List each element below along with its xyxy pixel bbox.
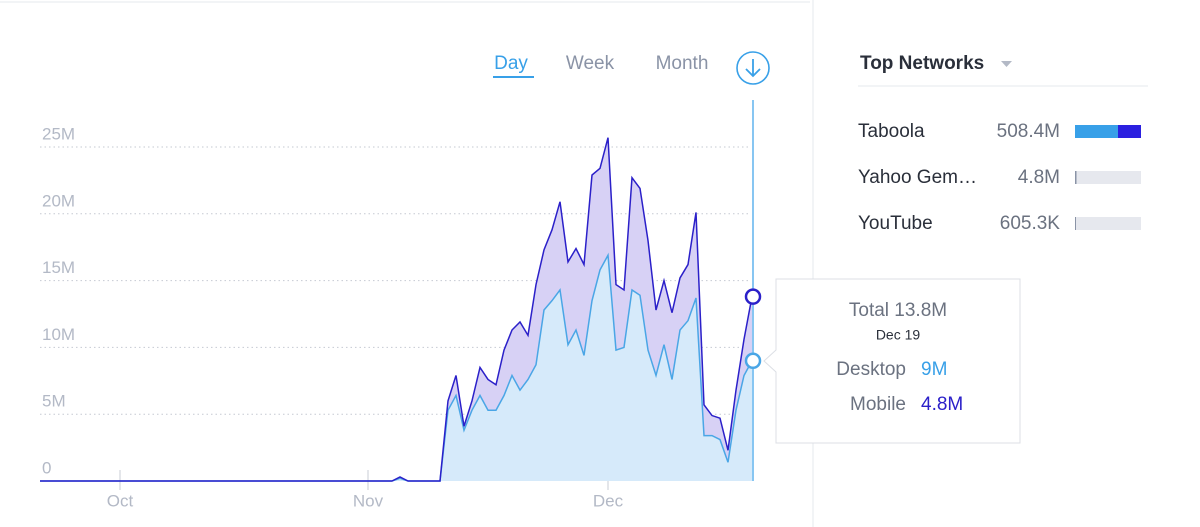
download-arrow — [745, 59, 761, 78]
network-value: 4.8M — [1018, 167, 1060, 188]
period-week[interactable]: Week — [566, 53, 615, 74]
network-bar — [1075, 171, 1077, 184]
tooltip-box — [763, 278, 1021, 444]
tooltip: Total 13.8M Dec 19 Desktop 9M Mobile 4.8… — [763, 278, 1021, 444]
y-tick-label: 15M — [42, 258, 75, 277]
period-day[interactable]: Day — [494, 53, 528, 74]
period-month[interactable]: Month — [656, 53, 709, 74]
desktop-marker — [744, 352, 762, 370]
tooltip-label: Desktop — [836, 359, 906, 380]
y-tick-label: 5M — [42, 392, 66, 411]
desktop-area — [40, 255, 752, 481]
x-tick-label: Dec — [593, 491, 624, 510]
total-marker — [744, 288, 762, 305]
dropdown-caret — [1001, 61, 1012, 67]
x-tick-label: Oct — [107, 491, 134, 510]
total-line — [40, 137, 753, 482]
panel-title[interactable]: Top Networks — [860, 53, 984, 74]
network-name: YouTube — [858, 213, 933, 234]
y-tick-label: 0 — [42, 458, 51, 477]
network-bar — [1075, 125, 1118, 138]
network-bar — [1075, 217, 1076, 230]
tooltip-value: 9M — [921, 359, 947, 380]
tooltip-total: Total 13.8M — [849, 300, 947, 321]
tooltip-date: Dec 19 — [876, 327, 921, 343]
network-name: Yahoo Gem… — [858, 167, 977, 188]
y-tick-label: 25M — [42, 124, 75, 143]
x-tick-label: Nov — [353, 491, 384, 510]
network-value: 508.4M — [997, 121, 1060, 142]
tooltip-value: 4.8M — [921, 394, 963, 415]
networks-panel: Top Networks Taboola 508.4M Yahoo Gem… 4… — [858, 53, 1148, 234]
network-bar-track — [1075, 217, 1141, 230]
network-bar-track — [1075, 171, 1141, 184]
tooltip-label: Mobile — [850, 394, 906, 415]
download-button[interactable] — [736, 51, 770, 85]
y-tick-label: 20M — [42, 191, 75, 210]
network-name: Taboola — [858, 121, 925, 142]
plot: 0 5M 10M 15M 20M 25M Oct Nov Dec — [40, 100, 762, 510]
y-tick-label: 10M — [42, 325, 75, 344]
network-bar — [1118, 125, 1141, 138]
network-value: 605.3K — [1000, 213, 1061, 234]
